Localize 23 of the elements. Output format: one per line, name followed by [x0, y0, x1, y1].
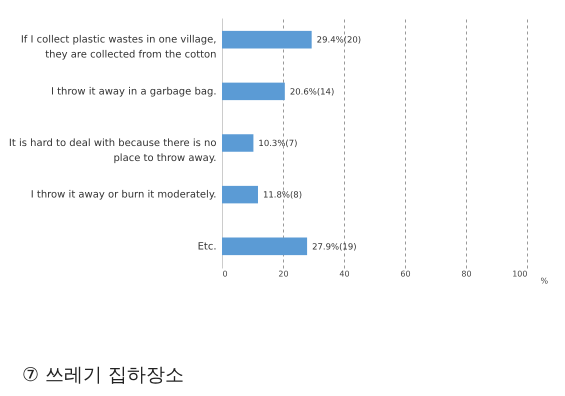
- x-tick-label: 80: [461, 270, 472, 278]
- x-tick-label: 40: [339, 270, 350, 278]
- x-tick-label: 100: [512, 270, 528, 278]
- y-tick-label: I throw it away in a garbage bag.: [50, 86, 216, 98]
- bar: [222, 186, 258, 204]
- bar: [222, 238, 308, 256]
- bar: [222, 134, 254, 152]
- x-tick-label: 0: [222, 270, 228, 278]
- bar: [222, 30, 312, 48]
- x-tick-label: 60: [400, 270, 411, 278]
- bar: [222, 82, 285, 100]
- y-tick-label: It is hard to deal with because there is no place to throw away.: [8, 138, 216, 164]
- text: ⑦ 쓰레기 집하장소: [22, 363, 184, 388]
- y-tick-label: Etc.: [198, 241, 216, 252]
- data-label: 10.3%(7): [258, 139, 298, 149]
- x-tick-label: 20: [278, 270, 289, 278]
- x-axis-title: %: [540, 276, 548, 286]
- y-tick-label: I throw it away or burn it moderately.: [30, 190, 216, 201]
- y-tick-label: If I collect plastic wastes in one village, they are collected from the cotton: [20, 34, 216, 61]
- data-label: 20.6%(14): [290, 87, 334, 98]
- data-label: 27.9%(19): [312, 242, 357, 252]
- data-label: 29.4%(20): [316, 36, 362, 46]
- data-label: 11.8%(8): [262, 190, 302, 201]
